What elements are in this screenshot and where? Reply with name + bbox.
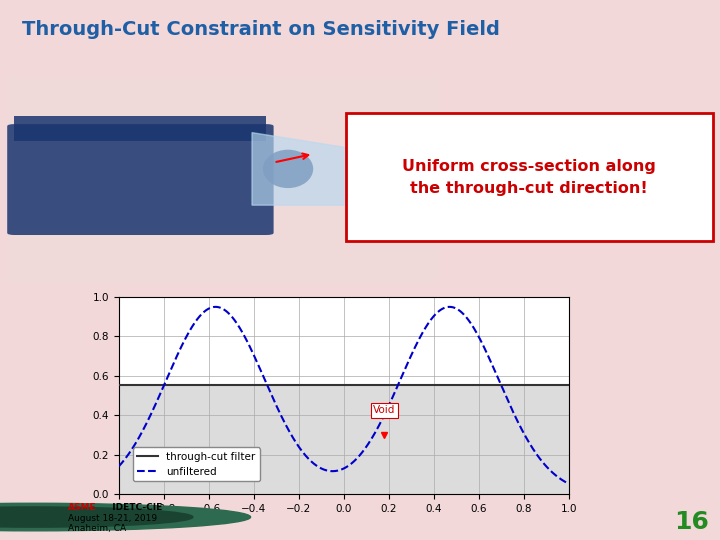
through-cut filter <box>340 381 348 388</box>
unfiltered <box>466 319 474 326</box>
Polygon shape <box>252 133 346 205</box>
Text: IDETC-CIE: IDETC-CIE <box>106 503 162 512</box>
unfiltered <box>564 481 573 487</box>
Legend: through-cut filter, unfiltered: through-cut filter, unfiltered <box>133 448 260 481</box>
Bar <box>119 297 569 384</box>
unfiltered <box>297 447 305 454</box>
FancyBboxPatch shape <box>346 113 713 241</box>
unfiltered <box>474 333 482 339</box>
unfiltered <box>114 463 123 470</box>
Bar <box>119 384 569 494</box>
FancyBboxPatch shape <box>7 124 274 235</box>
Text: ASME: ASME <box>68 503 97 512</box>
Bar <box>7 77 439 282</box>
Line: unfiltered: unfiltered <box>119 307 569 484</box>
unfiltered <box>212 303 220 310</box>
unfiltered <box>161 380 169 387</box>
unfiltered <box>424 320 433 327</box>
Text: Anaheim, CA: Anaheim, CA <box>68 524 127 533</box>
Circle shape <box>0 507 193 527</box>
Text: Uniform cross-section along
the through-cut direction!: Uniform cross-section along the through-… <box>402 159 656 196</box>
through-cut filter <box>564 381 573 388</box>
Bar <box>14 116 266 141</box>
Circle shape <box>0 503 251 531</box>
unfiltered <box>313 463 322 469</box>
Ellipse shape <box>263 150 313 188</box>
Text: 16: 16 <box>674 510 708 534</box>
Text: Through-Cut Constraint on Sensitivity Field: Through-Cut Constraint on Sensitivity Fi… <box>22 19 500 39</box>
Text: August 18-21, 2019: August 18-21, 2019 <box>68 514 158 523</box>
Text: Void: Void <box>373 406 395 415</box>
